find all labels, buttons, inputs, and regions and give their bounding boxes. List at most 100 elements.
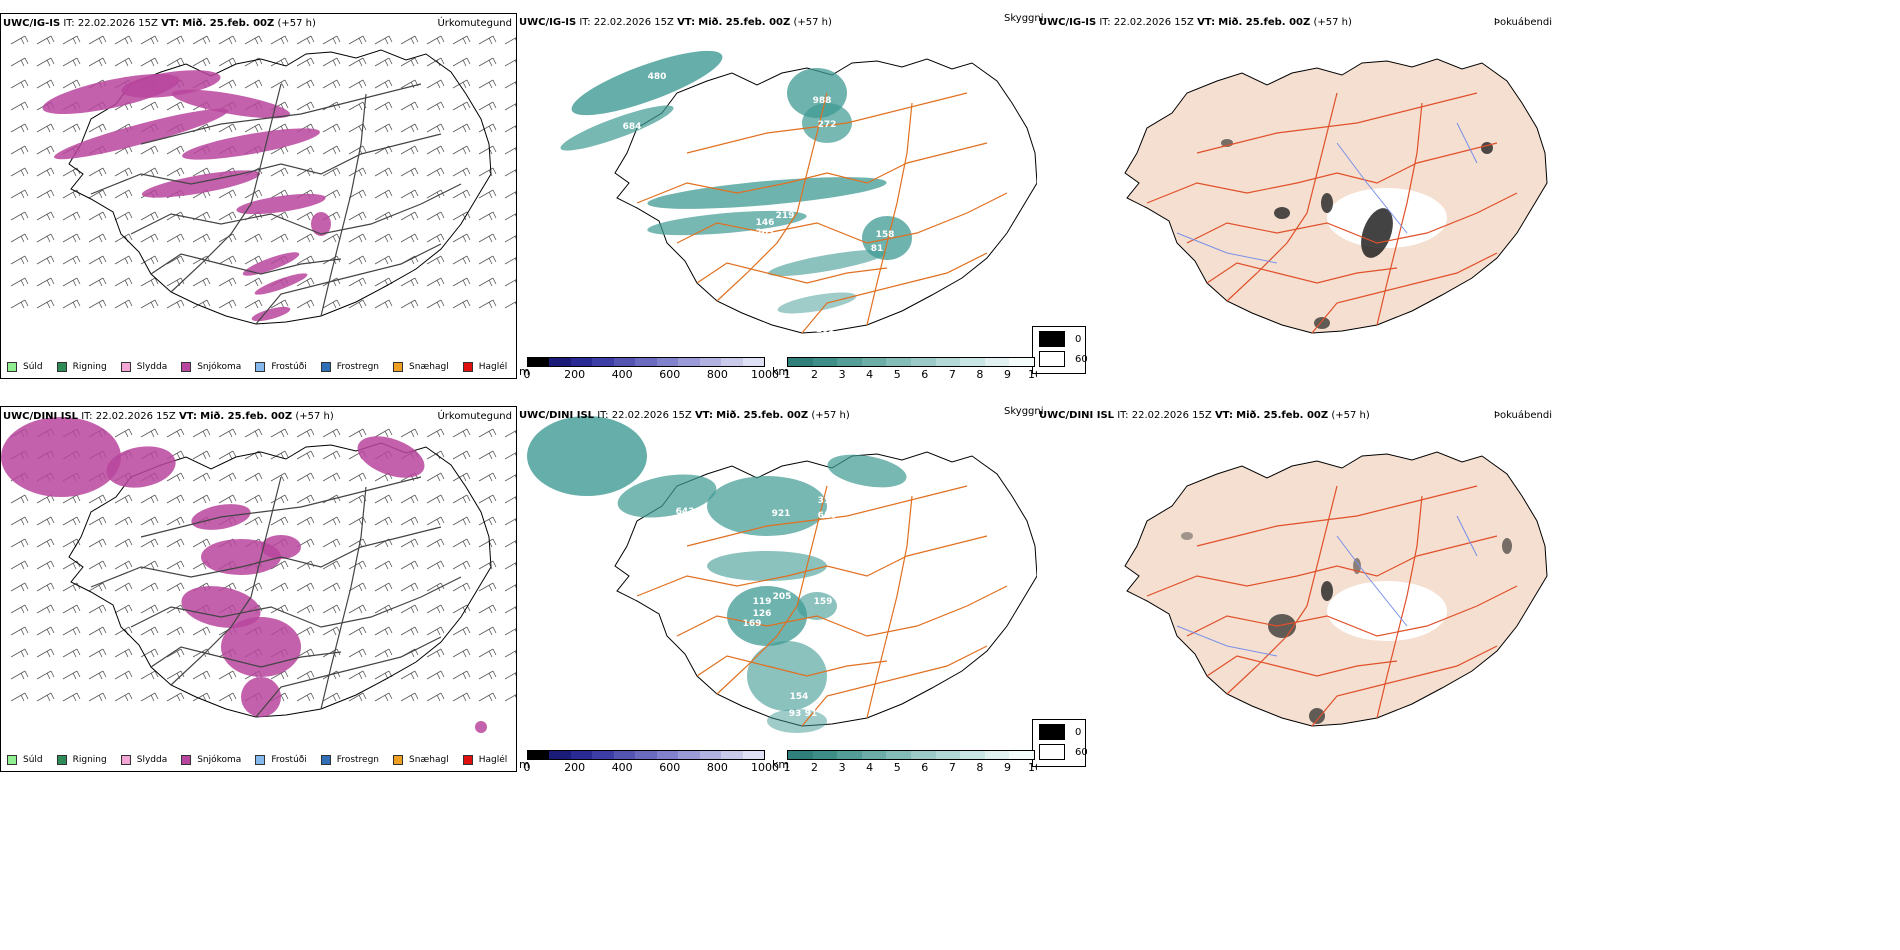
- road-line: [140, 476, 422, 538]
- shaded-area: [571, 50, 723, 116]
- colorbar-ticks: 0 200 400 600 800 1000: [524, 760, 780, 772]
- colorbar-tick-label: 8: [976, 761, 984, 772]
- vis-value-label: 113: [820, 214, 839, 224]
- colorbar-bin: [699, 358, 722, 366]
- vis-value-label: 613: [848, 136, 867, 146]
- colorbar-bin: [788, 358, 813, 366]
- colorbar-bin: [656, 358, 679, 366]
- vis-value-label: 610: [818, 511, 837, 521]
- colorbar-tick-label: 5: [893, 761, 901, 772]
- vis-value-label: 146: [756, 218, 775, 228]
- colorbar-bin: [1009, 358, 1034, 366]
- vis-value-label: 205: [773, 592, 792, 602]
- colorbar-bin: [635, 358, 657, 366]
- colorbar-tick-label: 3: [838, 761, 846, 772]
- vis-value-label: 169: [743, 619, 762, 629]
- precip-legend-item: Súld: [7, 362, 43, 372]
- shaded-area: [767, 709, 827, 733]
- colorbar-ticks: 1 2 3 4 5 6 7 8 9 10: [784, 367, 1038, 379]
- km-unit-2: km: [772, 758, 790, 771]
- road-line: [686, 92, 968, 154]
- precip-legend-item: Frostúði: [255, 362, 307, 372]
- km-colorbar-1: 1 2 3 4 5 6 7 8 9 10: [784, 357, 1038, 379]
- shaded-area: [827, 454, 907, 488]
- shaded-area: [54, 108, 228, 160]
- fog-map-2: [1124, 451, 1548, 727]
- road-line: [255, 243, 442, 325]
- precip-legend-item: Slydda: [120, 755, 167, 765]
- road-line: [1196, 92, 1478, 154]
- road-line: [320, 486, 367, 710]
- shaded-area: [1321, 581, 1333, 601]
- road-line: [866, 102, 913, 326]
- vis-value-label: 119: [753, 597, 772, 607]
- shaded-area: [261, 535, 301, 559]
- colorbar-ticks: 1 2 3 4 5 6 7 8 9 10: [784, 760, 1038, 772]
- vis-panel-2: UWC/DINI ISL IT: 22.02.2026 15Z VT: Mið.…: [517, 406, 1037, 772]
- colorbar-bin: [960, 358, 985, 366]
- vis-value-label: 126: [753, 609, 772, 619]
- m-unit-1: m: [519, 365, 530, 378]
- legend-swatch: [255, 362, 266, 372]
- vis-value-label: 313: [818, 496, 837, 506]
- colorbar-tick-label: 10: [1028, 761, 1037, 772]
- colorbar-bin: [935, 358, 961, 366]
- precip-legend-item: Rigning: [56, 755, 107, 765]
- colorbar-bin: [678, 751, 700, 759]
- vis-value-label: 219: [776, 211, 795, 221]
- legend-swatch: [7, 362, 17, 372]
- colorbar-tick-label: 9: [1003, 368, 1011, 379]
- colorbar-tick-label: 800: [706, 761, 728, 772]
- legend-swatch: [181, 362, 192, 372]
- shaded-area: [777, 292, 857, 314]
- colorbar-tick-label: 8: [976, 368, 984, 379]
- legend-swatch: [320, 755, 331, 765]
- colorbar-bin: [910, 358, 936, 366]
- colorbar-tick-label: 9: [1003, 761, 1011, 772]
- glacier: [1327, 581, 1447, 641]
- colorbar-bin: [1009, 751, 1034, 759]
- colorbar-bin: [613, 358, 636, 366]
- colorbar-bin: [592, 358, 614, 366]
- road-line: [696, 262, 888, 284]
- river-line: [1176, 122, 1478, 264]
- colorbar-bin: [570, 358, 593, 366]
- colorbar-tick-label: 4: [866, 368, 874, 379]
- road-line: [716, 92, 828, 302]
- colorbar-tick-label: 1000: [751, 761, 779, 772]
- colorbar-tick-label: 6: [921, 761, 929, 772]
- colorbar-bin: [837, 751, 862, 759]
- colorbar-bin: [721, 358, 743, 366]
- road-line: [801, 252, 988, 334]
- fog-header-1: UWC/IG-IS IT: 22.02.2026 15Z VT: Mið. 25…: [1039, 17, 1352, 28]
- colorbar-tick-label: 400: [611, 368, 633, 379]
- shaded-area: [1274, 207, 1290, 219]
- fog-legend-1: 0 60: [1032, 326, 1088, 374]
- road-line: [1146, 142, 1498, 204]
- colorbar-bin: [861, 358, 887, 366]
- colorbar-tick-label: 7: [948, 368, 956, 379]
- fog-map-1: [1124, 58, 1548, 334]
- shaded-area: [767, 249, 887, 277]
- fog-header-2: UWC/DINI ISL IT: 22.02.2026 15Z VT: Mið.…: [1039, 410, 1370, 421]
- road-line: [1186, 585, 1518, 637]
- colorbar-bin: [570, 751, 593, 759]
- road-line: [255, 636, 442, 718]
- shaded-area: [802, 103, 852, 143]
- fog-panel-2: UWC/DINI ISL IT: 22.02.2026 15Z VT: Mið.…: [1037, 406, 1556, 772]
- colorbar-bin: [592, 751, 614, 759]
- shaded-area: [311, 212, 331, 236]
- vis-value-label: 101: [816, 325, 835, 335]
- shaded-area: [221, 617, 301, 677]
- legend-swatch: [462, 755, 473, 765]
- colorbar-bin: [699, 751, 722, 759]
- fog-field-name-2: Þokuábendi: [1493, 410, 1552, 421]
- colorbar-bin: [656, 751, 679, 759]
- precip-legend-item: Slydda: [120, 362, 167, 372]
- road-line: [90, 133, 442, 195]
- shaded-area: [171, 89, 291, 119]
- m-colorbar-2: 0 200 400 600 800 1000: [524, 750, 780, 772]
- shaded-area: [236, 193, 326, 215]
- legend-swatch: [120, 362, 131, 372]
- shaded-area: [181, 586, 261, 628]
